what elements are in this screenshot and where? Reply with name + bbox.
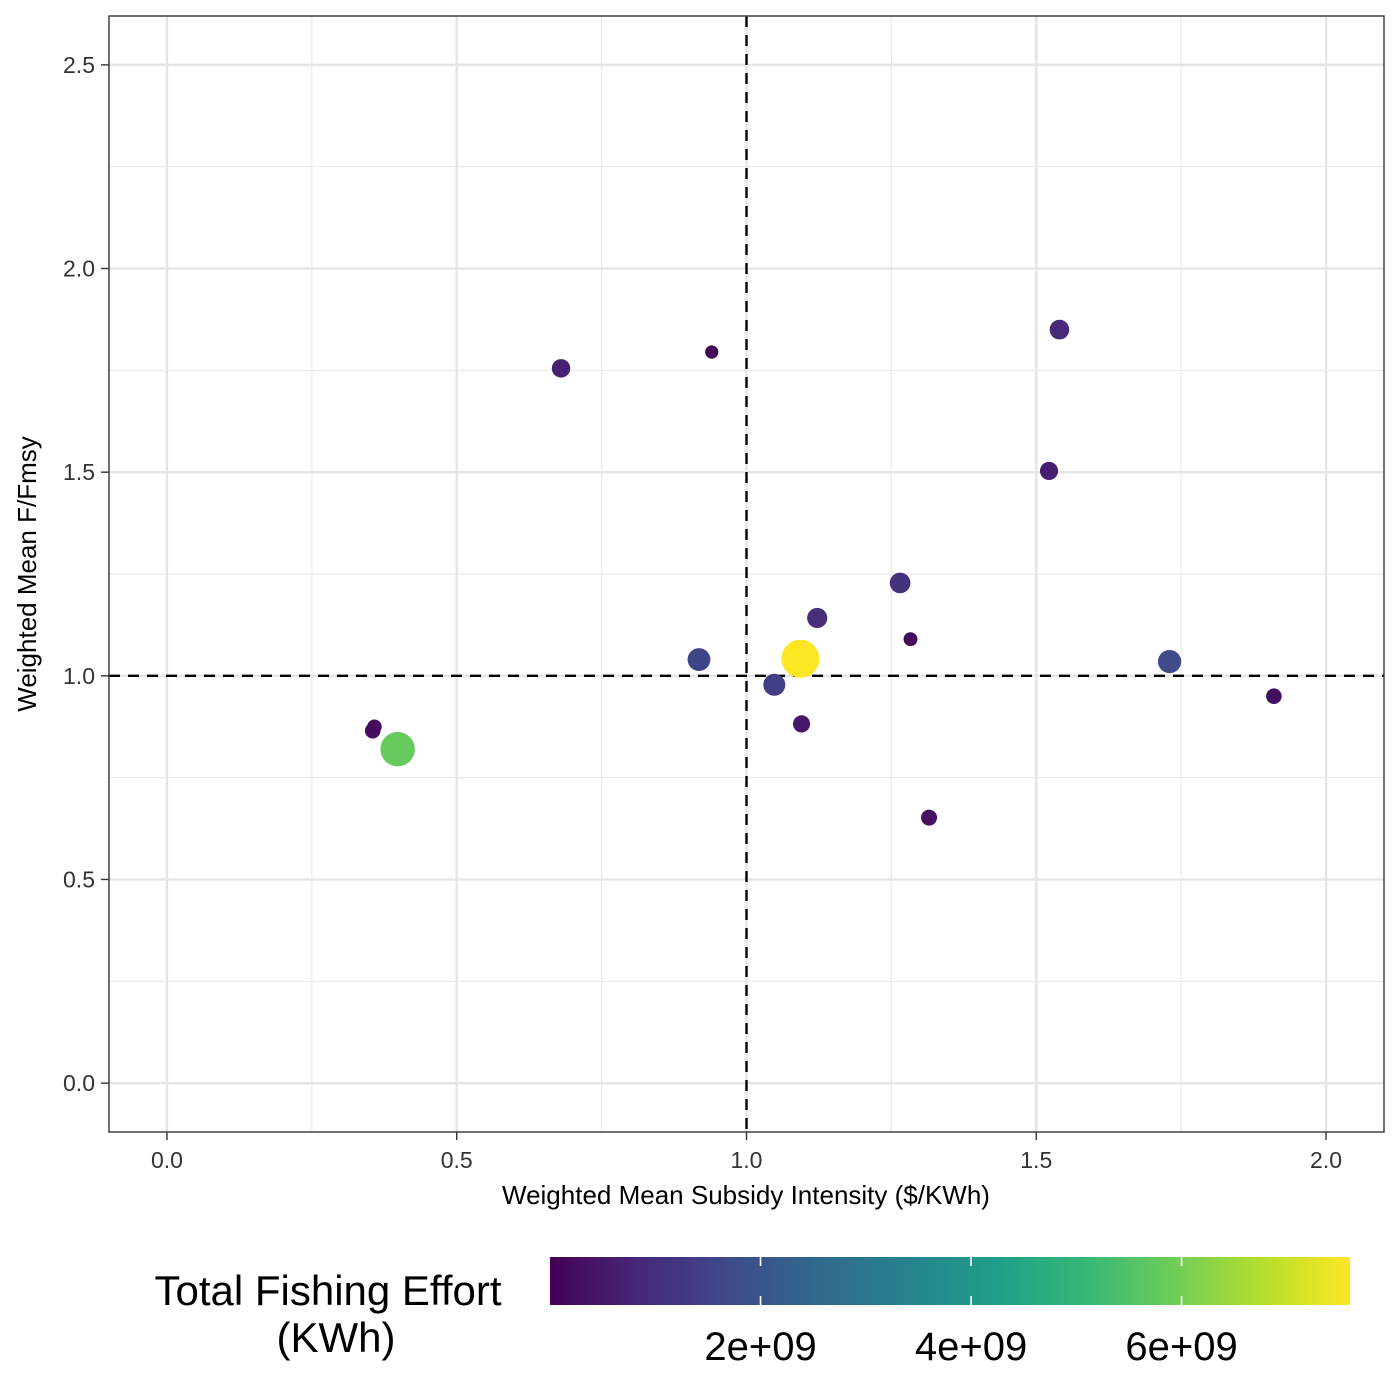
color-legend: Total Fishing Effort (KWh) 2e+09 4e+09 6e+… [154,1257,1350,1369]
data-point [1157,649,1182,674]
y-tick-label: 2.5 [63,52,95,78]
y-tick-label: 1.0 [63,663,95,689]
data-point [807,607,828,629]
data-point [687,648,711,671]
reference-lines [109,16,1384,1132]
data-point [889,572,911,594]
x-tick-label: 0.0 [151,1147,183,1173]
y-tick-label: 0.5 [63,866,95,892]
legend-title-line-2: (KWh) [277,1314,396,1361]
x-tick-label: 1.5 [1020,1147,1052,1173]
x-axis-ticks: 0.0 0.5 1.0 1.5 2.0 [151,1132,1342,1173]
legend-tick-label: 6e+09 [1125,1325,1237,1369]
data-point [763,673,786,696]
data-point [551,359,571,378]
data-points [364,319,1282,826]
y-axis-ticks: 0.0 0.5 1.0 1.5 2.0 2.5 [63,52,109,1096]
data-point [380,731,415,767]
x-tick-label: 1.0 [731,1147,763,1173]
data-point [903,632,918,647]
data-point [792,715,811,733]
x-tick-label: 2.0 [1310,1147,1342,1173]
legend-title-line-1: Total Fishing Effort [154,1267,501,1314]
legend-tick-label: 4e+09 [915,1325,1027,1369]
data-point [921,809,938,826]
data-point [781,639,820,678]
y-tick-label: 2.0 [63,256,95,282]
legend-colorbar [550,1257,1350,1305]
data-point [1049,319,1070,340]
x-tick-label: 0.5 [441,1147,473,1173]
y-tick-label: 0.0 [63,1070,95,1096]
data-point [705,345,719,359]
data-point [1039,461,1059,481]
x-axis-title: Weighted Mean Subsidy Intensity ($/KWh) [502,1180,990,1210]
legend-ticks: 2e+09 4e+09 6e+09 [704,1257,1238,1369]
y-tick-label: 1.5 [63,459,95,485]
data-point [1266,688,1282,704]
legend-tick-label: 2e+09 [704,1325,816,1369]
data-point [367,719,382,735]
y-axis-title: Weighted Mean F/Fmsy [12,436,42,712]
